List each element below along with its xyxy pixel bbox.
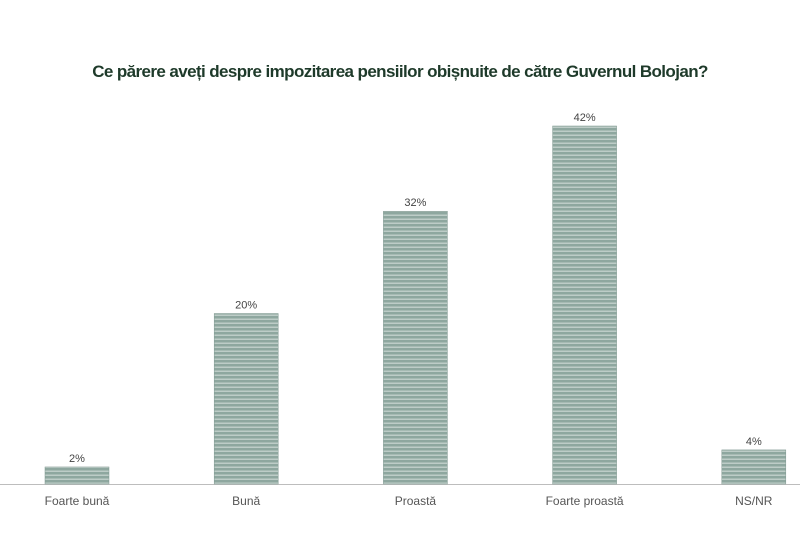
data-label: 20% xyxy=(235,300,257,312)
x-tick-label: Foarte bună xyxy=(45,494,110,508)
bar-1 xyxy=(213,313,279,485)
x-tick-label: NS/NR xyxy=(735,494,773,508)
data-label: 32% xyxy=(404,197,426,209)
x-tick-label: Foarte proastă xyxy=(546,494,624,508)
bar-2 xyxy=(383,210,448,485)
bar-0 xyxy=(44,466,110,485)
data-label: 4% xyxy=(746,436,762,448)
bar-3 xyxy=(552,125,617,485)
x-tick-label: Bună xyxy=(232,494,260,508)
x-tick-label: Proastă xyxy=(395,494,437,508)
data-label: 42% xyxy=(574,112,596,124)
data-label: 2% xyxy=(69,453,85,465)
bar-4 xyxy=(721,449,787,485)
chart-title: Ce părere aveți despre impozitarea pensi… xyxy=(92,62,708,81)
